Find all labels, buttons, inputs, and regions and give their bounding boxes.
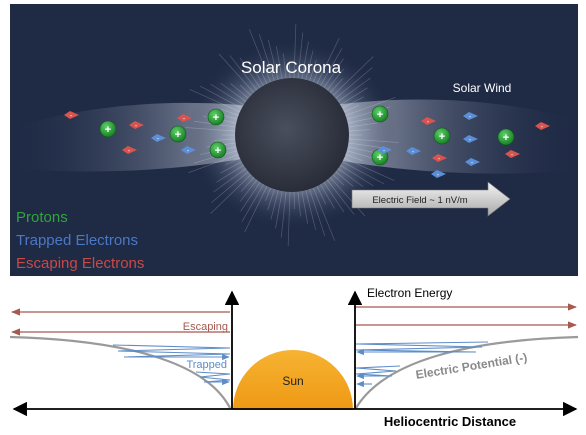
legend-trapped-electrons: Trapped Electrons	[16, 232, 138, 249]
energy-axis-label: Electron Energy	[367, 286, 452, 300]
trapped-bounce-left-lower	[196, 372, 230, 382]
label-solar-wind: Solar Wind	[453, 81, 512, 95]
escaping-label: Escaping	[183, 321, 228, 333]
energy-diagram: Sun Electric Potential (-) Escaping Trap…	[10, 286, 578, 429]
legend-escaping-electrons: Escaping Electrons	[16, 255, 144, 272]
corona-image: Solar Corona Solar Wind Electric Field ~…	[10, 4, 578, 276]
proton-symbol: +	[377, 109, 383, 121]
trapped-bounce-right-upper	[356, 342, 488, 352]
potential-label: Electric Potential (-)	[415, 350, 528, 381]
proton-symbol: +	[503, 132, 509, 144]
sun-label: Sun	[282, 374, 303, 388]
proton-symbol: +	[105, 124, 111, 136]
distance-axis-label: Heliocentric Distance	[384, 414, 516, 429]
title-solar-corona: Solar Corona	[241, 58, 342, 77]
moon-disk	[235, 78, 349, 192]
trapped-bounce-left-upper	[113, 345, 230, 357]
proton-symbol: +	[213, 112, 219, 124]
proton-symbol: +	[215, 145, 221, 157]
proton-symbol: +	[439, 131, 445, 143]
proton-symbol: +	[175, 129, 181, 141]
legend-protons: Protons	[16, 209, 68, 226]
trapped-label: Trapped	[186, 359, 227, 371]
field-arrow-label: Electric Field ~ 1 nV/m	[372, 195, 467, 206]
